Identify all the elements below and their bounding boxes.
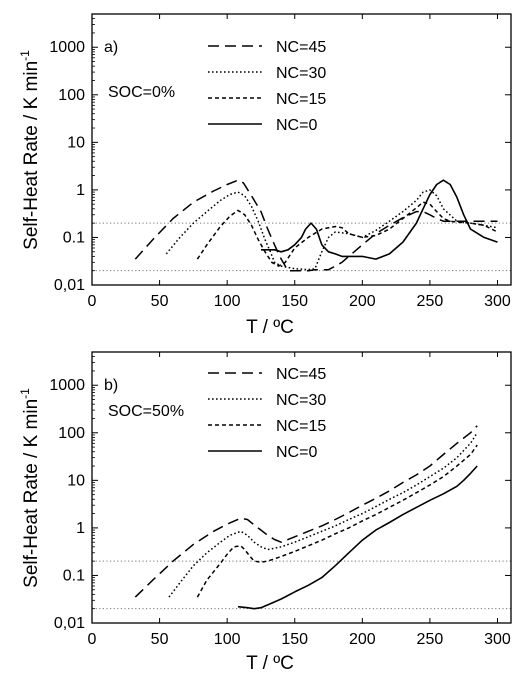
x-tick-label: 300: [484, 293, 511, 310]
panel-a-y-axis-label-main: Self-Heat Rate / K min: [21, 61, 42, 250]
legend-label-nc15: NC=15: [276, 418, 326, 435]
y-tick-label: 0.1: [63, 229, 85, 246]
y-tick-label: 0.1: [63, 567, 85, 584]
x-tick-label: 100: [214, 293, 241, 310]
y-tick-label: 1: [76, 520, 85, 537]
y-tick-label: 1000: [49, 377, 85, 394]
legend-label-nc0: NC=0: [276, 444, 317, 461]
x-tick-label: 300: [484, 631, 511, 648]
panel-b-y-axis-label: Self-Heat Rate / K min-1: [18, 388, 42, 588]
x-tick-label: 100: [214, 631, 241, 648]
panel-a-soc-annotation: SOC=0%: [108, 84, 175, 101]
panel-b-y-axis-label-exponent: -1: [18, 388, 32, 399]
y-tick-label: 100: [58, 87, 85, 104]
x-tick-label: 250: [417, 631, 444, 648]
panel-b-reference-lines: [92, 560, 511, 610]
panel-a-reference-lines: [92, 222, 511, 272]
panel-a-ticks: 0 50 100 150 200 250 300 0,01 0.1 1 10 100 1000: [49, 13, 511, 310]
panel-a-legend: NC=45 NC=30 NC=15 NC=0: [208, 39, 326, 134]
x-tick-label: 250: [417, 293, 444, 310]
series-line-nc0: [261, 179, 498, 260]
x-tick-label: 200: [349, 631, 376, 648]
panel-a-x-axis-label: T / ºC: [246, 317, 294, 338]
series-line-nc45: [134, 179, 498, 272]
panel-b-x-axis-label: T / ºC: [246, 653, 294, 674]
series-line-nc30: [165, 189, 498, 271]
legend-label-nc30: NC=30: [276, 392, 326, 409]
y-tick-label: 1: [76, 182, 85, 199]
panel-b-y-axis-label-main: Self-Heat Rate / K min: [21, 399, 42, 588]
x-tick-label: 200: [349, 293, 376, 310]
x-tick-label: 0: [88, 293, 97, 310]
series-line-nc15: [196, 444, 478, 598]
x-tick-label: 150: [281, 293, 308, 310]
x-tick-label: 0: [88, 631, 97, 648]
x-tick-label: 50: [151, 631, 169, 648]
y-tick-label: 100: [58, 425, 85, 442]
legend-label-nc15: NC=15: [276, 91, 326, 108]
panel-b: 0 50 100 150 200 250 300 0,01 0.1 1 10 100 1000 b) S…: [18, 351, 512, 674]
panel-a-label: a): [104, 39, 118, 56]
series-line-nc45: [134, 425, 478, 598]
y-tick-label: 0,01: [54, 615, 85, 632]
panel-b-legend: NC=45 NC=30 NC=15 NC=0: [208, 366, 326, 461]
x-tick-label: 50: [151, 293, 169, 310]
y-tick-label: 1000: [49, 39, 85, 56]
panel-b-series: [134, 425, 478, 610]
series-line-nc0: [237, 465, 478, 610]
y-tick-label: 10: [67, 134, 85, 151]
panel-b-soc-annotation: SOC=50%: [108, 403, 184, 420]
panel-a: 0 50 100 150 200 250 300 0,01 0.1 1 10 100 1000 a) S…: [18, 13, 512, 338]
legend-label-nc45: NC=45: [276, 366, 326, 383]
panel-a-y-axis-label-exponent: -1: [18, 50, 32, 61]
legend-label-nc30: NC=30: [276, 65, 326, 82]
panel-a-y-axis-label: Self-Heat Rate / K min-1: [18, 50, 42, 250]
y-tick-label: 10: [67, 472, 85, 489]
legend-label-nc45: NC=45: [276, 39, 326, 56]
series-line-nc30: [168, 432, 478, 598]
x-tick-label: 150: [281, 631, 308, 648]
legend-label-nc0: NC=0: [276, 117, 317, 134]
panel-a-series: [134, 179, 498, 272]
y-tick-label: 0,01: [54, 277, 85, 294]
panel-b-label: b): [104, 377, 118, 394]
panel-b-ticks: 0 50 100 150 200 250 300 0,01 0.1 1 10 100 1000: [49, 351, 511, 648]
series-line-nc15: [196, 201, 498, 267]
